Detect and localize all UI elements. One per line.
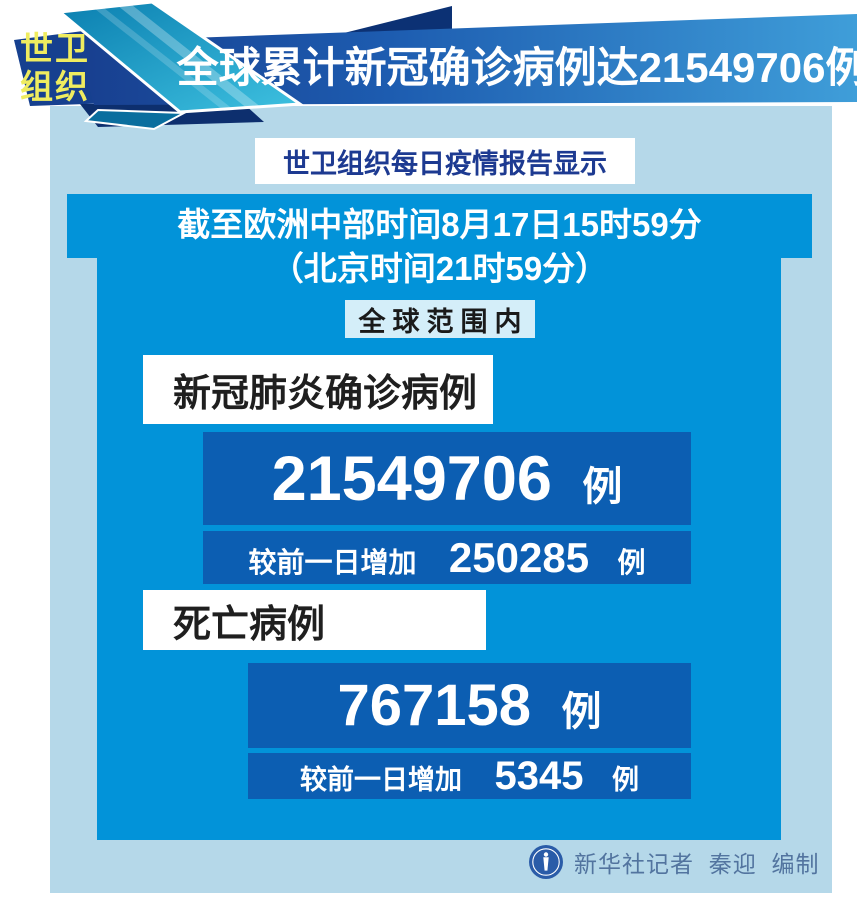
- deaths-delta-unit: 例: [611, 764, 639, 795]
- org-label: 世卫 组织: [20, 30, 90, 105]
- deaths-delta-label: 较前一日增加: [300, 764, 463, 795]
- confirmed-delta-value: 250285: [448, 533, 590, 581]
- confirmed-label-text: 新冠肺炎确诊病例: [173, 373, 478, 415]
- footer-credit: 新华社记者 秦迎 编制: [528, 844, 820, 880]
- deaths-delta-row: 较前一日增加 5345 例: [300, 754, 639, 799]
- org-label-line2: 组织: [20, 67, 90, 105]
- deaths-total-box: 767158 例: [248, 663, 691, 748]
- deaths-delta-box: 较前一日增加 5345 例: [248, 753, 691, 799]
- confirmed-delta-row: 较前一日增加 250285 例: [248, 534, 645, 582]
- banner-band: [78, 14, 857, 105]
- report-note-box: 世卫组织每日疫情报告显示: [255, 138, 635, 184]
- deaths-label-box: 死亡病例: [143, 590, 486, 650]
- deaths-total-row: 767158 例: [338, 672, 602, 739]
- timestamp: 截至欧洲中部时间8月17日15时59分 （北京时间21时59分）: [67, 203, 812, 291]
- ribbon-streak: [118, 5, 262, 109]
- ribbon-streak: [95, 8, 234, 111]
- confirmed-total-unit: 例: [582, 464, 623, 509]
- timestamp-line2: （北京时间21时59分）: [270, 250, 609, 287]
- confirmed-total-box: 21549706 例: [203, 432, 691, 525]
- scope-label: 全球范围内: [358, 306, 529, 337]
- confirmed-delta-label: 较前一日增加: [248, 546, 417, 578]
- ribbon-tail: [83, 108, 188, 131]
- header-ribbon-graphic: [14, 0, 857, 131]
- deaths-label-text: 死亡病例: [173, 603, 326, 646]
- ribbon-sash: [56, 0, 305, 114]
- confirmed-delta-box: 较前一日增加 250285 例: [203, 531, 691, 584]
- deaths-delta-value: 5345: [494, 753, 584, 798]
- deaths-total-value: 767158: [337, 673, 532, 738]
- timestamp-line1: 截至欧洲中部时间8月17日15时59分: [177, 206, 702, 243]
- headline-title: 全球累计新冠确诊病例达21549706例: [176, 43, 857, 91]
- deaths-total-unit: 例: [561, 690, 602, 734]
- confirmed-total-row: 21549706 例: [272, 443, 623, 515]
- timestamp-band: [67, 194, 812, 258]
- org-label-line1: 世卫: [20, 30, 90, 67]
- confirmed-total-value: 21549706: [271, 443, 552, 514]
- scope-tag: 全球范围内: [345, 300, 535, 338]
- credit-text: 新华社记者 秦迎 编制: [574, 851, 820, 877]
- report-note-text: 世卫组织每日疫情报告显示: [283, 148, 607, 179]
- confirmed-delta-unit: 例: [617, 546, 646, 578]
- xinhua-logo-icon: [529, 845, 563, 879]
- confirmed-label-box: 新冠肺炎确诊病例: [143, 355, 493, 424]
